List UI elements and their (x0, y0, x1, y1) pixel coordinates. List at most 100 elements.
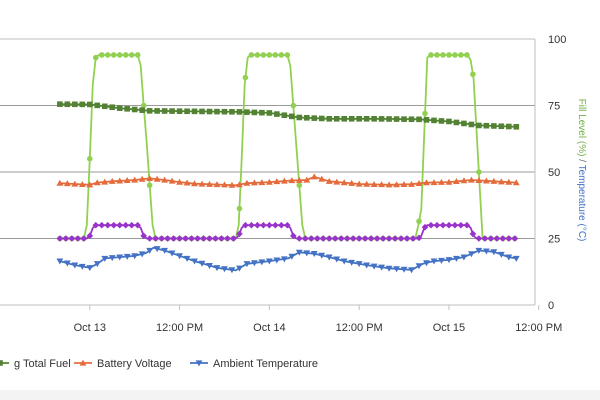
data-point (206, 180, 213, 187)
data-point (71, 180, 79, 187)
data-point (333, 178, 341, 185)
data-point (482, 177, 490, 184)
data-point (295, 249, 303, 256)
data-point (86, 265, 94, 272)
data-point (57, 101, 63, 107)
data-point (498, 123, 505, 130)
series-fuel-tank (57, 52, 518, 242)
data-point (511, 235, 519, 242)
data-point (487, 235, 495, 242)
data-point (290, 102, 297, 109)
data-point (92, 221, 100, 229)
data-point (274, 111, 280, 117)
data-point (128, 52, 135, 58)
data-point (273, 178, 281, 185)
data-point (391, 235, 399, 242)
data-point (445, 178, 453, 185)
data-point (110, 52, 117, 58)
data-point (80, 235, 88, 242)
data-point (194, 235, 201, 242)
data-point (191, 180, 198, 187)
data-point (311, 115, 318, 121)
data-point (393, 116, 400, 122)
data-point (378, 264, 386, 271)
data-point (461, 120, 467, 127)
data-point (430, 258, 438, 265)
data-point (248, 52, 255, 58)
data-point (198, 260, 206, 267)
data-point (86, 181, 94, 188)
data-point (71, 262, 79, 269)
data-point (79, 101, 86, 108)
data-point (134, 221, 141, 229)
data-point (56, 235, 64, 242)
y-axis-right: 0 25 50 75 100 (548, 34, 566, 312)
data-point (221, 266, 228, 273)
data-point (348, 259, 356, 266)
data-point (427, 221, 435, 229)
data-point (446, 118, 452, 125)
y-tick-label: 0 (548, 300, 554, 312)
data-point (423, 117, 430, 123)
axis-title-fill: Fill Level (%) (576, 99, 587, 157)
data-point (254, 221, 261, 229)
data-point (265, 258, 273, 265)
data-point (93, 261, 101, 268)
data-point (56, 258, 64, 265)
data-point (505, 235, 513, 242)
data-point (468, 121, 475, 128)
data-point (367, 235, 375, 242)
data-point (401, 116, 407, 122)
data-point (331, 235, 339, 242)
data-point (370, 180, 378, 187)
data-point (221, 181, 228, 188)
data-point (184, 108, 190, 115)
data-point (122, 221, 130, 229)
data-point (409, 235, 417, 242)
data-point (453, 177, 460, 184)
data-point (259, 109, 265, 116)
data-point (278, 221, 285, 229)
data-point (198, 180, 206, 187)
data-point (242, 221, 249, 229)
data-point (445, 221, 453, 229)
data-point (385, 181, 393, 188)
data-point (340, 258, 348, 265)
data-point (110, 221, 118, 229)
data-point (251, 109, 258, 116)
data-point (183, 255, 191, 262)
data-point (200, 235, 207, 242)
data-point (355, 261, 363, 268)
data-point (337, 235, 345, 242)
data-point (475, 247, 483, 254)
data-point (313, 235, 321, 242)
data-point (393, 181, 400, 188)
data-point (452, 52, 458, 58)
data-point (457, 221, 465, 229)
data-point (385, 265, 393, 272)
data-point (206, 262, 213, 269)
data-point (116, 254, 124, 261)
data-point (482, 248, 490, 255)
data-point (104, 52, 111, 58)
data-point (296, 235, 303, 242)
data-point (451, 221, 459, 229)
data-point (182, 235, 189, 242)
data-point (168, 250, 176, 257)
data-point (248, 221, 255, 229)
data-point (74, 235, 82, 242)
data-point (170, 235, 177, 242)
data-point (363, 262, 371, 269)
data-point (296, 182, 303, 189)
data-point (108, 255, 116, 262)
data-point (199, 108, 205, 115)
series-remaining-total-fuel (57, 101, 520, 130)
data-point (295, 176, 303, 183)
data-point (363, 116, 370, 122)
data-point (385, 235, 393, 242)
data-point (458, 52, 464, 58)
data-point (188, 235, 195, 242)
data-point (86, 232, 94, 240)
data-point (284, 52, 291, 58)
